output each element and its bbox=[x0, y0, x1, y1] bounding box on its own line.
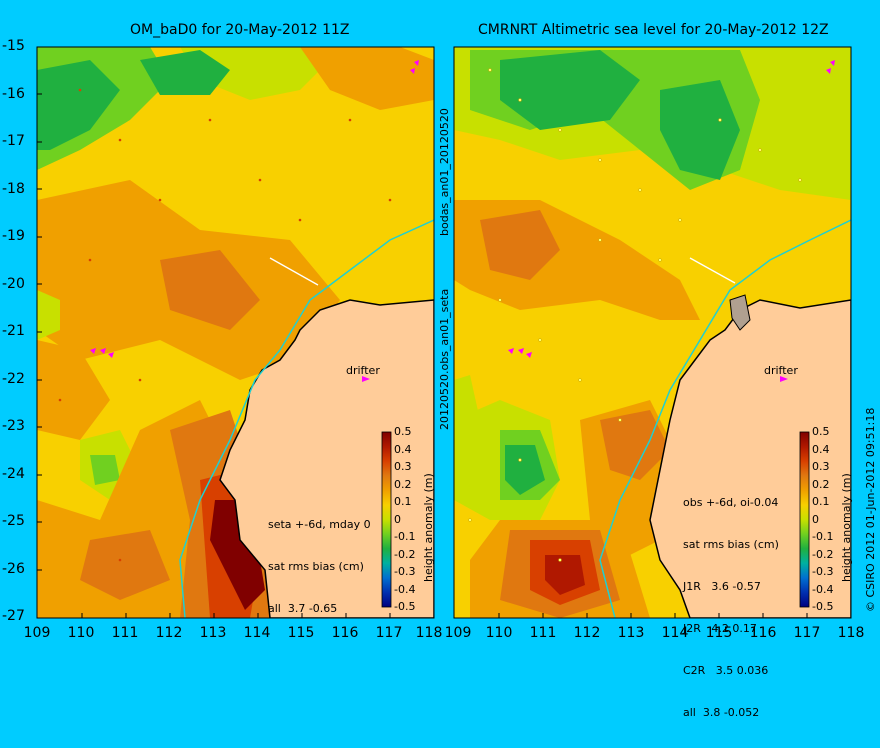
right-transect bbox=[689, 257, 736, 284]
left-transect bbox=[269, 257, 319, 286]
x-tick-label: 110 bbox=[485, 625, 513, 641]
x-tick-label: 115 bbox=[705, 625, 733, 641]
side-label-top: bodas_an01_20120520 bbox=[438, 108, 451, 236]
y-tick-label: -22 bbox=[2, 371, 25, 387]
stats-line: C2R 3.5 0.036 bbox=[683, 664, 769, 677]
x-tick-label: 117 bbox=[375, 625, 403, 641]
stats-line: J2R 4.2 0.17 bbox=[683, 622, 757, 635]
colorbar-tick-label: 0.4 bbox=[812, 442, 830, 456]
y-tick-label: -25 bbox=[2, 513, 25, 529]
right-isobath bbox=[599, 219, 851, 618]
x-tick-label: 117 bbox=[793, 625, 821, 641]
x-tick-label: 111 bbox=[529, 625, 557, 641]
stats-line: all 3.7 -0.65 bbox=[268, 602, 338, 615]
left-colorbar bbox=[381, 431, 392, 608]
x-tick-label: 118 bbox=[837, 625, 865, 641]
left-stats: seta +-6d, mday 0 sat rms bias (cm) all … bbox=[268, 490, 371, 644]
x-tick-label: 112 bbox=[573, 625, 601, 641]
right-map bbox=[454, 47, 851, 618]
colorbar-tick-label: 0.2 bbox=[394, 477, 412, 491]
y-tick-label: -23 bbox=[2, 418, 25, 434]
x-tick-label: 114 bbox=[243, 625, 271, 641]
stats-line: sat rms bias (cm) bbox=[683, 538, 779, 551]
colorbar-tick-label: -0.3 bbox=[394, 565, 416, 578]
left-contours bbox=[37, 47, 434, 618]
x-tick-label: 112 bbox=[155, 625, 183, 641]
colorbar-tick-label: -0.2 bbox=[394, 547, 416, 561]
right-island bbox=[729, 294, 751, 331]
y-tick-label: -16 bbox=[2, 86, 25, 102]
right-contours bbox=[454, 47, 851, 618]
right-drifter-label: drifter bbox=[764, 364, 798, 377]
left-map bbox=[37, 47, 434, 618]
left-isobath bbox=[179, 219, 434, 618]
colorbar-tick-label: -0.2 bbox=[812, 547, 834, 561]
colorbar-tick-label: 0.3 bbox=[812, 460, 830, 473]
x-tick-label: 110 bbox=[67, 625, 95, 641]
left-drifter-label: drifter bbox=[346, 364, 380, 377]
y-tick-label: -21 bbox=[2, 323, 25, 339]
tick-marks bbox=[37, 46, 808, 618]
right-colorbar bbox=[799, 431, 810, 608]
left-drifter-marks bbox=[90, 60, 419, 382]
left-panel-title: OM_baD0 for 20-May-2012 11Z bbox=[130, 22, 350, 38]
x-tick-label: 116 bbox=[749, 625, 777, 641]
colorbar-tick-label: -0.1 bbox=[394, 530, 416, 543]
figure: OM_baD0 for 20-May-2012 11Z CMRNRT Altim… bbox=[2, 22, 877, 719]
colorbar-tick-label: 0 bbox=[812, 512, 819, 526]
right-colorbar-axis-label: height anomaly (m) bbox=[840, 473, 853, 582]
right-stats: obs +-6d, oi-0.04 sat rms bias (cm) J1R … bbox=[683, 468, 779, 748]
credit-label: © CSIRO 2012 01-Jun-2012 09:51:18 bbox=[864, 407, 877, 612]
left-colorbar-axis-label: height anomaly (m) bbox=[422, 473, 435, 582]
stats-line: sat rms bias (cm) bbox=[268, 560, 364, 573]
colorbar-tick-label: 0.1 bbox=[812, 495, 830, 508]
colorbar-tick-label: -0.3 bbox=[812, 565, 834, 578]
colorbar-tick-label: 0.4 bbox=[394, 442, 412, 456]
x-tick-label: 115 bbox=[287, 625, 315, 641]
colorbar-tick-label: -0.5 bbox=[812, 600, 834, 613]
stats-line: all 3.8 -0.052 bbox=[683, 706, 760, 719]
stats-line: obs +-6d, oi-0.04 bbox=[683, 496, 779, 509]
colorbar-tick-label: 0.2 bbox=[812, 477, 830, 491]
right-panel-title: CMRNRT Altimetric sea level for 20-May-2… bbox=[478, 22, 829, 38]
y-tick-label: -15 bbox=[2, 38, 25, 54]
y-tick-label: -20 bbox=[2, 276, 25, 292]
colorbar-tick-label: -0.1 bbox=[812, 530, 834, 543]
y-tick-label: -17 bbox=[2, 133, 25, 149]
stats-line: seta +-6d, mday 0 bbox=[268, 518, 371, 531]
colorbar-tick-label: -0.4 bbox=[812, 582, 834, 596]
y-tick-label: -27 bbox=[2, 608, 25, 624]
y-tick-label: -24 bbox=[2, 466, 25, 482]
x-tick-label: 114 bbox=[661, 625, 689, 641]
stats-line: J1R 3.6 -0.57 bbox=[683, 580, 761, 593]
colorbar-tick-label: 0.1 bbox=[394, 495, 412, 508]
x-tick-label: 113 bbox=[199, 625, 227, 641]
x-tick-label: 111 bbox=[111, 625, 139, 641]
y-tick-label: -19 bbox=[2, 228, 25, 244]
y-tick-label: -18 bbox=[2, 181, 25, 197]
right-frame bbox=[453, 46, 852, 619]
x-tick-label: 116 bbox=[331, 625, 359, 641]
colorbar-tick-label: 0.3 bbox=[394, 460, 412, 473]
x-tick-label: 109 bbox=[23, 625, 51, 641]
side-label-bottom: 20120520.obs_an01_seta bbox=[438, 288, 451, 430]
right-drifter-marks bbox=[508, 60, 835, 382]
colorbar-tick-label: -0.5 bbox=[394, 600, 416, 613]
left-obs-points bbox=[58, 88, 392, 562]
colorbar-tick-label: 0 bbox=[394, 512, 401, 526]
x-tick-label: 113 bbox=[617, 625, 645, 641]
colorbar-tick-label: -0.4 bbox=[394, 582, 416, 596]
x-tick-label: 109 bbox=[444, 625, 472, 641]
colorbar-tick-label: 0.5 bbox=[812, 425, 830, 438]
x-tick-label: 118 bbox=[415, 625, 443, 641]
figure-canvas bbox=[36, 46, 852, 619]
colorbar-tick-label: 0.5 bbox=[394, 425, 412, 438]
y-tick-label: -26 bbox=[2, 561, 25, 577]
right-obs-points bbox=[468, 68, 802, 562]
